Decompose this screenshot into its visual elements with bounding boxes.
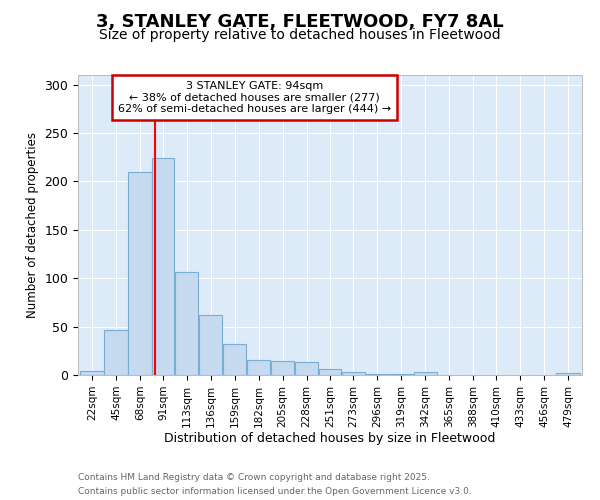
- Bar: [104, 330, 128, 375]
- Bar: [556, 373, 580, 375]
- Bar: [223, 344, 246, 375]
- Text: Contains public sector information licensed under the Open Government Licence v3: Contains public sector information licen…: [78, 488, 472, 496]
- Bar: [319, 369, 341, 375]
- Bar: [414, 372, 437, 375]
- Bar: [295, 362, 318, 375]
- Bar: [199, 315, 223, 375]
- Bar: [366, 374, 389, 375]
- Y-axis label: Number of detached properties: Number of detached properties: [26, 132, 39, 318]
- Bar: [247, 360, 270, 375]
- Bar: [175, 272, 199, 375]
- X-axis label: Distribution of detached houses by size in Fleetwood: Distribution of detached houses by size …: [164, 432, 496, 446]
- Text: 3 STANLEY GATE: 94sqm
← 38% of detached houses are smaller (277)
62% of semi-det: 3 STANLEY GATE: 94sqm ← 38% of detached …: [118, 81, 391, 114]
- Bar: [128, 172, 152, 375]
- Bar: [390, 374, 413, 375]
- Bar: [152, 158, 175, 375]
- Bar: [342, 372, 365, 375]
- Bar: [271, 362, 294, 375]
- Bar: [80, 371, 104, 375]
- Text: Contains HM Land Registry data © Crown copyright and database right 2025.: Contains HM Land Registry data © Crown c…: [78, 472, 430, 482]
- Text: Size of property relative to detached houses in Fleetwood: Size of property relative to detached ho…: [99, 28, 501, 42]
- Text: 3, STANLEY GATE, FLEETWOOD, FY7 8AL: 3, STANLEY GATE, FLEETWOOD, FY7 8AL: [96, 12, 504, 30]
